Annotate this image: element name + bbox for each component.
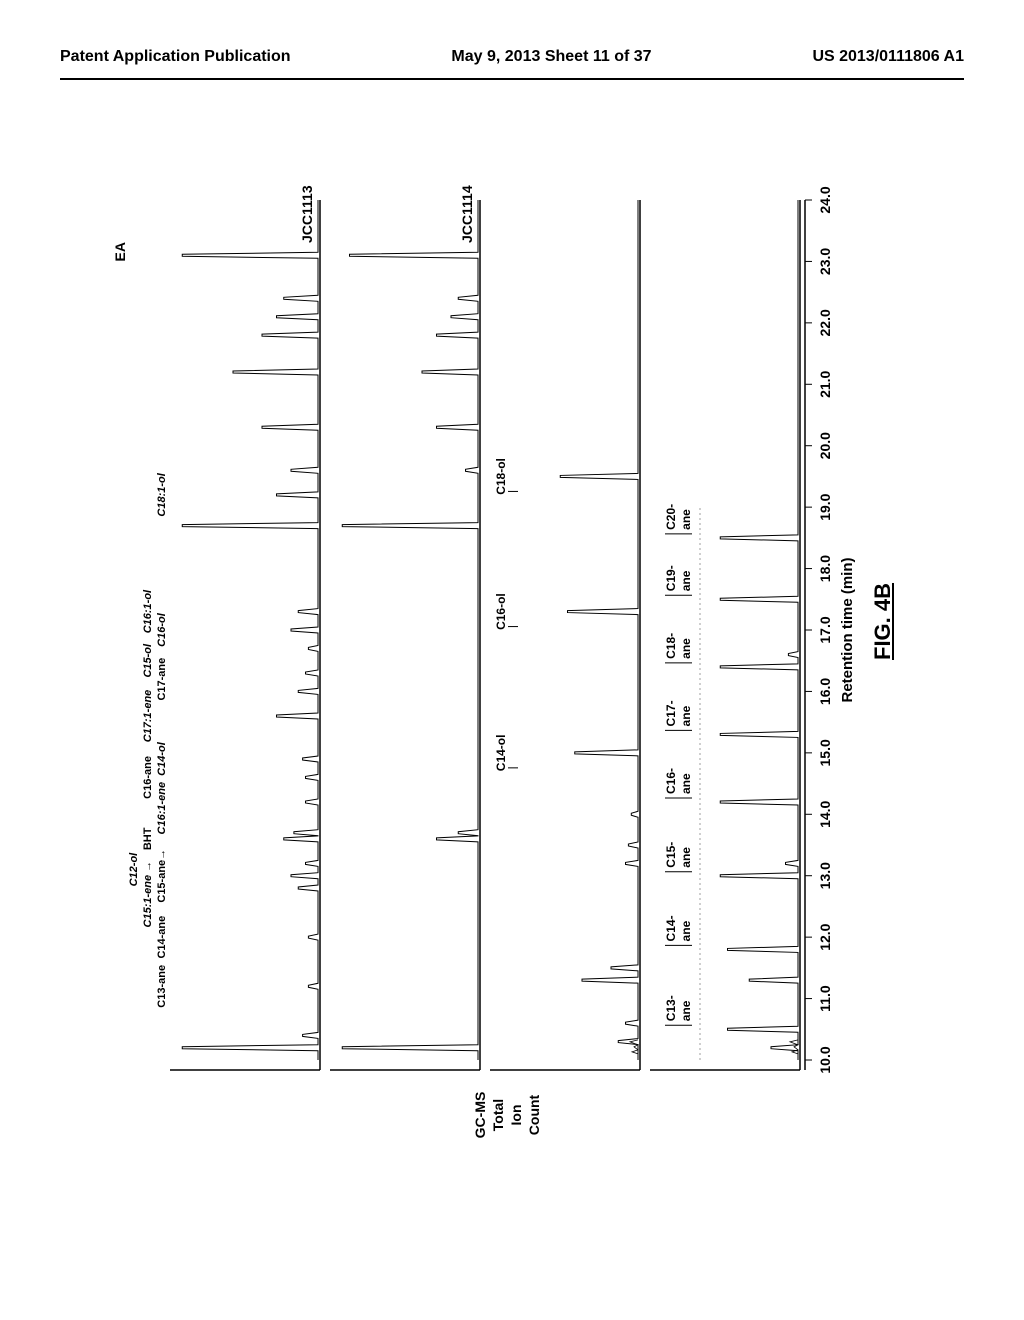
page-header: Patent Application Publication May 9, 20…	[0, 48, 1024, 66]
svg-text:20.0: 20.0	[817, 432, 833, 459]
svg-text:JCC1113: JCC1113	[299, 185, 315, 243]
svg-text:Total: Total	[490, 1099, 506, 1131]
svg-text:C16-ane: C16-ane	[142, 756, 154, 799]
svg-text:12.0: 12.0	[817, 923, 833, 950]
svg-text:16.0: 16.0	[817, 678, 833, 705]
svg-text:C15-ane→: C15-ane→	[156, 849, 168, 903]
svg-text:ane: ane	[679, 705, 693, 726]
svg-text:C16:1-ene: C16:1-ene	[156, 782, 168, 835]
svg-text:19.0: 19.0	[817, 493, 833, 520]
svg-text:C16-ol: C16-ol	[494, 593, 508, 630]
svg-text:C18-: C18-	[664, 633, 678, 659]
svg-text:Retention time (min): Retention time (min)	[839, 557, 856, 702]
svg-text:C19-: C19-	[664, 565, 678, 591]
svg-text:ane: ane	[679, 570, 693, 591]
header-center: May 9, 2013 Sheet 11 of 37	[451, 48, 651, 66]
svg-text:ane: ane	[679, 773, 693, 794]
header-left: Patent Application Publication	[60, 48, 291, 66]
figure-area: 10.0 11.0 12.0 13.0 14.0 15.0 16.0 17.0 18.0 19.0…	[100, 160, 920, 1160]
svg-text:C13-: C13-	[664, 995, 678, 1021]
svg-text:ane: ane	[679, 920, 693, 941]
figure-caption: FIG. 4B	[870, 583, 896, 660]
svg-text:JCC1114: JCC1114	[459, 185, 475, 243]
svg-text:23.0: 23.0	[817, 248, 833, 275]
svg-text:C18-ol: C18-ol	[494, 458, 508, 495]
svg-text:ane: ane	[679, 509, 693, 530]
header-rule	[60, 78, 964, 80]
svg-text:C14-ol: C14-ol	[156, 741, 168, 776]
svg-text:24.0: 24.0	[817, 186, 833, 213]
svg-text:ane: ane	[679, 847, 693, 868]
svg-text:C12-ol: C12-ol	[128, 852, 140, 887]
svg-text:ane: ane	[679, 638, 693, 659]
svg-text:17.0: 17.0	[817, 616, 833, 643]
svg-text:C14-: C14-	[664, 915, 678, 941]
svg-text:C15-: C15-	[664, 842, 678, 868]
svg-text:C16:1-ol: C16:1-ol	[142, 589, 154, 633]
svg-text:C14-ane: C14-ane	[156, 916, 168, 959]
svg-text:C18:1-ol: C18:1-ol	[156, 472, 168, 516]
svg-text:10.0: 10.0	[817, 1046, 833, 1073]
svg-text:EA: EA	[112, 242, 128, 261]
svg-text:C16-ol: C16-ol	[156, 612, 168, 647]
svg-text:Ion: Ion	[508, 1105, 524, 1126]
svg-text:21.0: 21.0	[817, 370, 833, 397]
header-right: US 2013/0111806 A1	[812, 48, 964, 66]
svg-text:ane: ane	[679, 1000, 693, 1021]
svg-text:BHT: BHT	[142, 827, 154, 850]
svg-text:15.0: 15.0	[817, 739, 833, 766]
svg-text:C16-: C16-	[664, 768, 678, 794]
svg-text:C15:1-ene →: C15:1-ene →	[142, 861, 154, 928]
svg-text:C17:1-ene: C17:1-ene	[142, 690, 154, 743]
svg-text:C13-ane: C13-ane	[156, 965, 168, 1008]
svg-text:11.0: 11.0	[817, 985, 833, 1012]
svg-text:C15-ol: C15-ol	[142, 643, 154, 678]
svg-text:22.0: 22.0	[817, 309, 833, 336]
svg-text:Count: Count	[526, 1094, 542, 1135]
svg-text:C14-ol: C14-ol	[494, 735, 508, 772]
svg-text:C17-: C17-	[664, 700, 678, 726]
svg-text:C20-: C20-	[664, 504, 678, 530]
chromatogram-chart: 10.0 11.0 12.0 13.0 14.0 15.0 16.0 17.0 18.0 19.0…	[100, 160, 920, 1160]
svg-text:13.0: 13.0	[817, 862, 833, 889]
svg-text:18.0: 18.0	[817, 555, 833, 582]
svg-text:GC-MS: GC-MS	[472, 1092, 488, 1139]
svg-text:C17-ane: C17-ane	[156, 658, 168, 701]
svg-text:14.0: 14.0	[817, 800, 833, 827]
